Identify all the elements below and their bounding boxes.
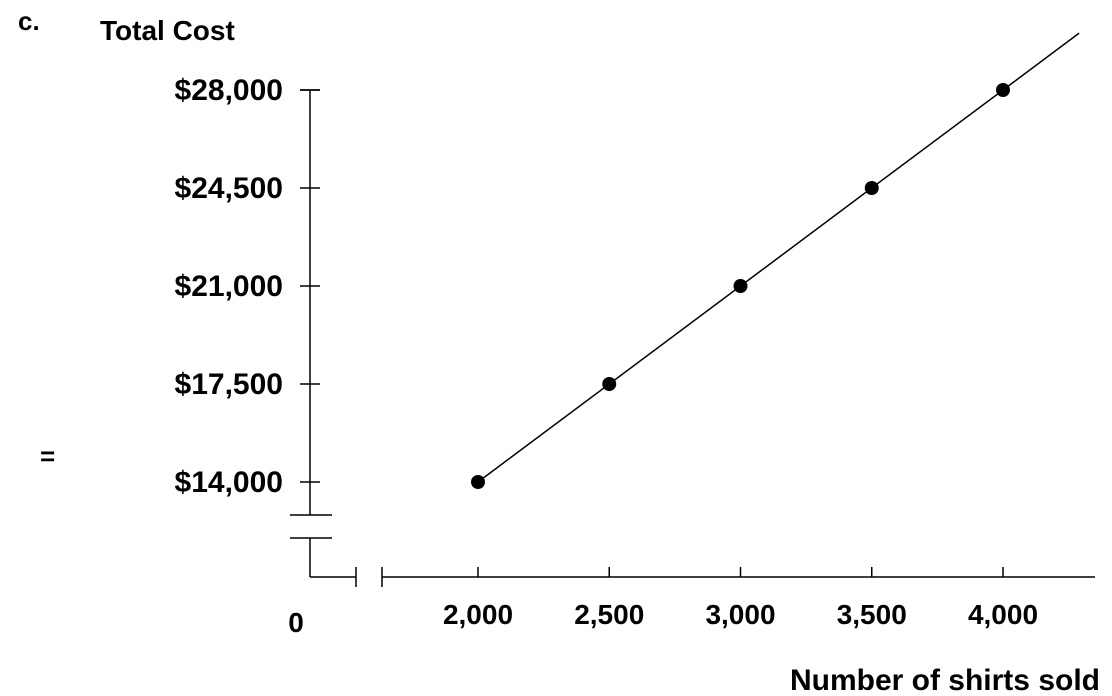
y-tick-label: $24,500 [175, 172, 283, 205]
x-tick-label: 3,500 [837, 599, 907, 630]
side-mark: = [40, 441, 55, 471]
data-point [602, 377, 617, 391]
x-tick-label: 2,500 [574, 599, 644, 630]
data-point [864, 181, 879, 195]
data-point [996, 83, 1010, 97]
axes: $14,000 $17,500 $21,000 $24,500 $28,000 0 2,00… [175, 74, 1095, 638]
chart-title: Total Cost [100, 15, 235, 46]
x-tick-label: 4,000 [968, 599, 1038, 630]
data-layer [471, 32, 1080, 489]
x-tick-label: 2,000 [443, 599, 513, 630]
panel-label: c. [18, 6, 40, 36]
data-point [733, 279, 748, 293]
y-tick-label: $28,000 [175, 74, 283, 107]
y-tick-label: $14,000 [175, 466, 283, 499]
x-tick-label: 0 [288, 607, 304, 638]
x-tick-label: 3,000 [705, 599, 775, 630]
total-cost-line [477, 32, 1080, 483]
y-tick-label: $17,500 [175, 368, 283, 401]
data-point [471, 475, 485, 489]
y-tick-label: $21,000 [175, 270, 283, 303]
x-axis-label: Number of shirts sold [790, 664, 1100, 696]
